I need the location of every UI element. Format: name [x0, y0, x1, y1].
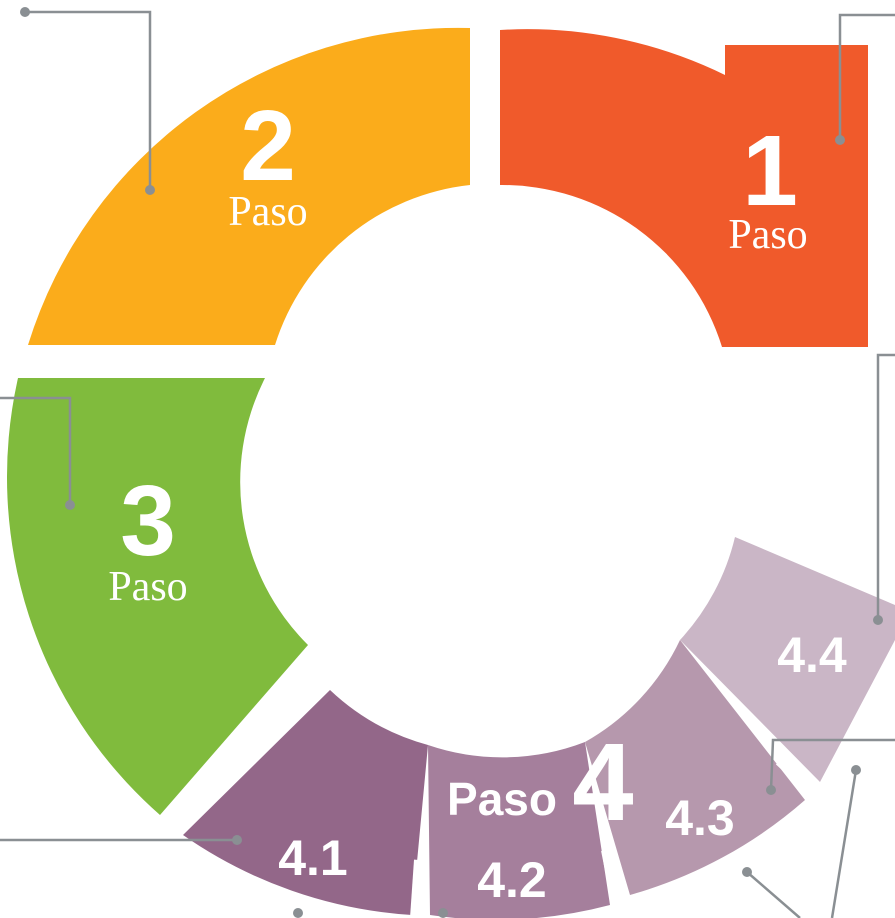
callout-line [25, 10, 152, 190]
callout-line [838, 13, 895, 140]
callout-dot [766, 785, 776, 795]
segment-4-1 [183, 690, 428, 915]
step-number: 1 [742, 115, 798, 227]
step-number: 4 [572, 721, 633, 844]
callout-dot [20, 7, 30, 17]
callout-dot [742, 867, 752, 877]
segment-1 [500, 29, 868, 347]
segment-2 [28, 27, 470, 345]
substep-label: 4.4 [777, 627, 847, 683]
segment-4-3 [585, 640, 805, 895]
callout-dot [232, 835, 242, 845]
gap [775, 755, 817, 795]
substep-label: 4.3 [665, 790, 735, 846]
step-label: Paso [728, 212, 807, 258]
segment-4-2 [428, 742, 610, 918]
callout-dot [438, 908, 448, 918]
step-label: Paso [228, 189, 307, 235]
callout-line [876, 353, 895, 620]
callout-dot [65, 500, 75, 510]
callout-dot [145, 185, 155, 195]
segment-4-4 [680, 537, 895, 782]
gap [410, 859, 426, 918]
callout-line [769, 738, 895, 791]
gap [601, 848, 624, 907]
callout-dot [835, 135, 845, 145]
step-number: 3 [120, 465, 176, 577]
segment-3 [6, 378, 308, 815]
step-label: Paso [108, 564, 187, 610]
step-number: 2 [240, 90, 296, 202]
callout-dot [293, 908, 303, 918]
callout-line [830, 769, 858, 918]
substep-label: 4.2 [477, 852, 547, 908]
step-label: Paso [447, 773, 557, 825]
callout-line [746, 871, 801, 918]
substep-label: 4.1 [278, 830, 348, 886]
callout-dot [873, 615, 883, 625]
callout-line [0, 396, 72, 505]
callout-dot [851, 765, 861, 775]
